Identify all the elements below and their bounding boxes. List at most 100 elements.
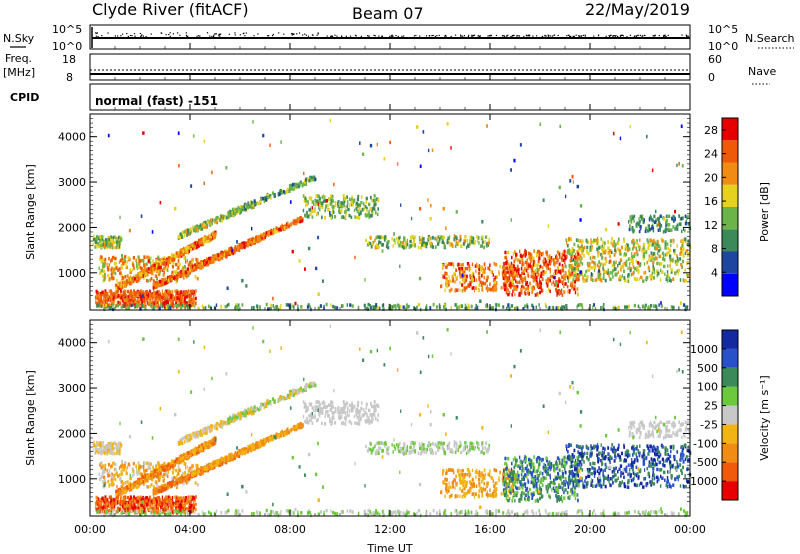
power-cell (617, 247, 620, 251)
power-cell (167, 278, 170, 282)
power-cell (549, 261, 551, 266)
power-cell (118, 260, 121, 264)
power-cell (454, 244, 457, 248)
power-cell (581, 305, 584, 310)
power-cell (485, 304, 488, 308)
power-cell (419, 207, 422, 211)
nsky-point (245, 32, 247, 34)
power-cell (114, 304, 117, 308)
power-cell (653, 220, 657, 224)
power-cell (304, 196, 307, 201)
power-cell (516, 285, 519, 289)
power-cell (518, 260, 522, 264)
power-cell (356, 209, 359, 214)
power-cell (273, 229, 276, 233)
power-cell (257, 201, 261, 206)
nsky-point (685, 34, 687, 36)
power-cell (209, 257, 211, 262)
power-cell (131, 261, 134, 265)
power-cell (332, 210, 335, 214)
power-cell (344, 205, 347, 209)
power-cell (685, 272, 688, 277)
power-cell (514, 267, 516, 271)
power-cell (156, 300, 158, 305)
power-cell (448, 239, 450, 244)
power-cell (225, 166, 228, 170)
nsky-point (654, 34, 656, 36)
power-cell (122, 280, 126, 285)
power-cell (290, 186, 293, 191)
power-cell (213, 232, 216, 237)
power-cell (374, 198, 377, 202)
power-cell (640, 275, 643, 280)
power-cell (376, 142, 379, 147)
power-colorbar-tick-label: 16 (704, 195, 718, 208)
power-cell (629, 124, 631, 129)
power-cell (387, 245, 390, 250)
power-cell (100, 304, 103, 309)
velocity-cell (149, 504, 152, 509)
power-cell (488, 267, 491, 272)
power-cell (670, 228, 673, 232)
power-cell (210, 260, 214, 264)
power-cell (162, 280, 165, 285)
power-cell (120, 285, 123, 290)
power-cell (318, 206, 320, 210)
power-cell (192, 297, 195, 302)
power-cell (603, 250, 606, 254)
power-cell (351, 195, 353, 199)
power-cell (409, 244, 411, 248)
power-cell (103, 304, 105, 308)
power-cell (684, 251, 687, 256)
power-cell (117, 268, 120, 272)
power-cell (622, 265, 625, 269)
power-cell (680, 216, 683, 221)
power-cell (636, 252, 639, 257)
nsky-point (573, 35, 575, 38)
power-cell (285, 189, 288, 194)
power-cell (526, 266, 530, 270)
power-cell (627, 266, 629, 271)
power-cell (102, 242, 104, 247)
power-cell (443, 275, 446, 279)
power-cell (557, 269, 561, 274)
power-cell (186, 293, 189, 297)
power-cell (533, 259, 536, 264)
power-cell (566, 284, 569, 289)
power-cell (306, 305, 309, 309)
power-cell (558, 292, 561, 296)
power-cell (541, 265, 544, 270)
nsky-point (644, 34, 646, 37)
power-cell (659, 226, 661, 231)
nsky-point (395, 34, 397, 37)
nsky-point (302, 34, 304, 36)
power-cell (466, 266, 469, 271)
power-cell (118, 267, 121, 271)
power-cell (144, 306, 147, 310)
power-cell (299, 216, 302, 220)
nsky-point (126, 32, 128, 35)
power-cell (643, 271, 645, 275)
power-cell (544, 302, 547, 307)
power-cell (545, 279, 548, 283)
power-cell (115, 289, 118, 294)
power-cell (320, 304, 322, 308)
power-cell (104, 242, 106, 246)
velocity-scatter (92, 324, 692, 518)
power-cell (682, 247, 685, 251)
power-cell (649, 238, 652, 242)
nsky-point (479, 35, 481, 37)
power-cell (484, 266, 487, 271)
power-cell (569, 273, 572, 278)
power-cell (288, 189, 291, 194)
power-ylabel: Slant Range [km] (24, 164, 37, 260)
power-cell (212, 231, 215, 235)
power-cell (169, 305, 172, 310)
power-cell (204, 220, 207, 225)
power-cell (570, 249, 572, 253)
power-cell (644, 305, 646, 309)
power-cell (560, 256, 564, 260)
power-cell (302, 194, 305, 198)
power-cell (245, 284, 248, 288)
